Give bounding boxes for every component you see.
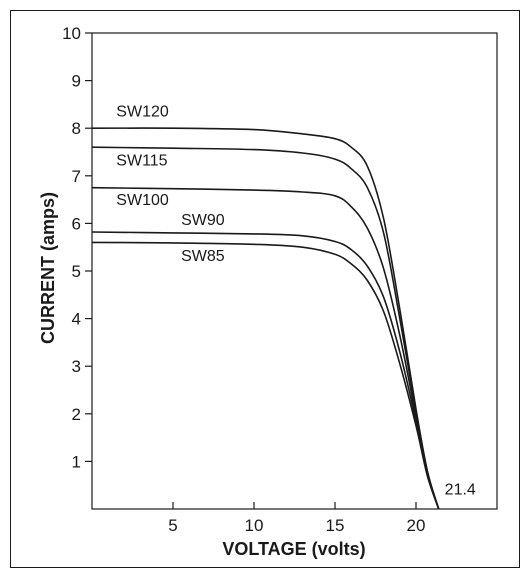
y-tick-label-8: 8 bbox=[72, 119, 81, 138]
y-tick-label-1: 1 bbox=[72, 452, 81, 471]
plot-area: 1 2 3 4 5 6 7 8 9 10 5 10 15 20 SW120 SW115 SW100 SW90 SW8… bbox=[62, 24, 498, 535]
x-tick-label-20: 20 bbox=[407, 516, 426, 535]
curve-sw90 bbox=[91, 231, 440, 510]
curve-label-sw120: SW120 bbox=[116, 103, 169, 120]
y-tick-label-6: 6 bbox=[72, 214, 81, 233]
y-tick-label-3: 3 bbox=[72, 357, 81, 376]
y-tick-label-5: 5 bbox=[72, 262, 81, 281]
y-tick-label-2: 2 bbox=[72, 405, 81, 424]
y-tick-label-9: 9 bbox=[72, 72, 81, 91]
figure-border bbox=[10, 10, 520, 568]
curve-sw85 bbox=[91, 241, 440, 510]
annotation-21-4: 21.4 bbox=[445, 482, 476, 499]
y-tick-label-4: 4 bbox=[72, 310, 81, 329]
curve-label-sw90: SW90 bbox=[181, 212, 225, 229]
curve-label-sw115: SW115 bbox=[116, 152, 167, 169]
curve-sw115 bbox=[91, 146, 440, 510]
x-axis-title: VOLTAGE (volts) bbox=[222, 539, 365, 559]
y-tick-label-7: 7 bbox=[72, 167, 81, 186]
x-tick-label-5: 5 bbox=[168, 516, 177, 535]
x-tick-label-15: 15 bbox=[326, 516, 345, 535]
curve-label-sw85: SW85 bbox=[181, 248, 225, 265]
x-tick-label-10: 10 bbox=[245, 516, 264, 535]
y-axis-title: CURRENT (amps) bbox=[38, 192, 58, 344]
curve-label-sw100: SW100 bbox=[116, 192, 169, 209]
y-tick-label-10: 10 bbox=[62, 24, 81, 43]
curve-sw100 bbox=[91, 186, 440, 510]
